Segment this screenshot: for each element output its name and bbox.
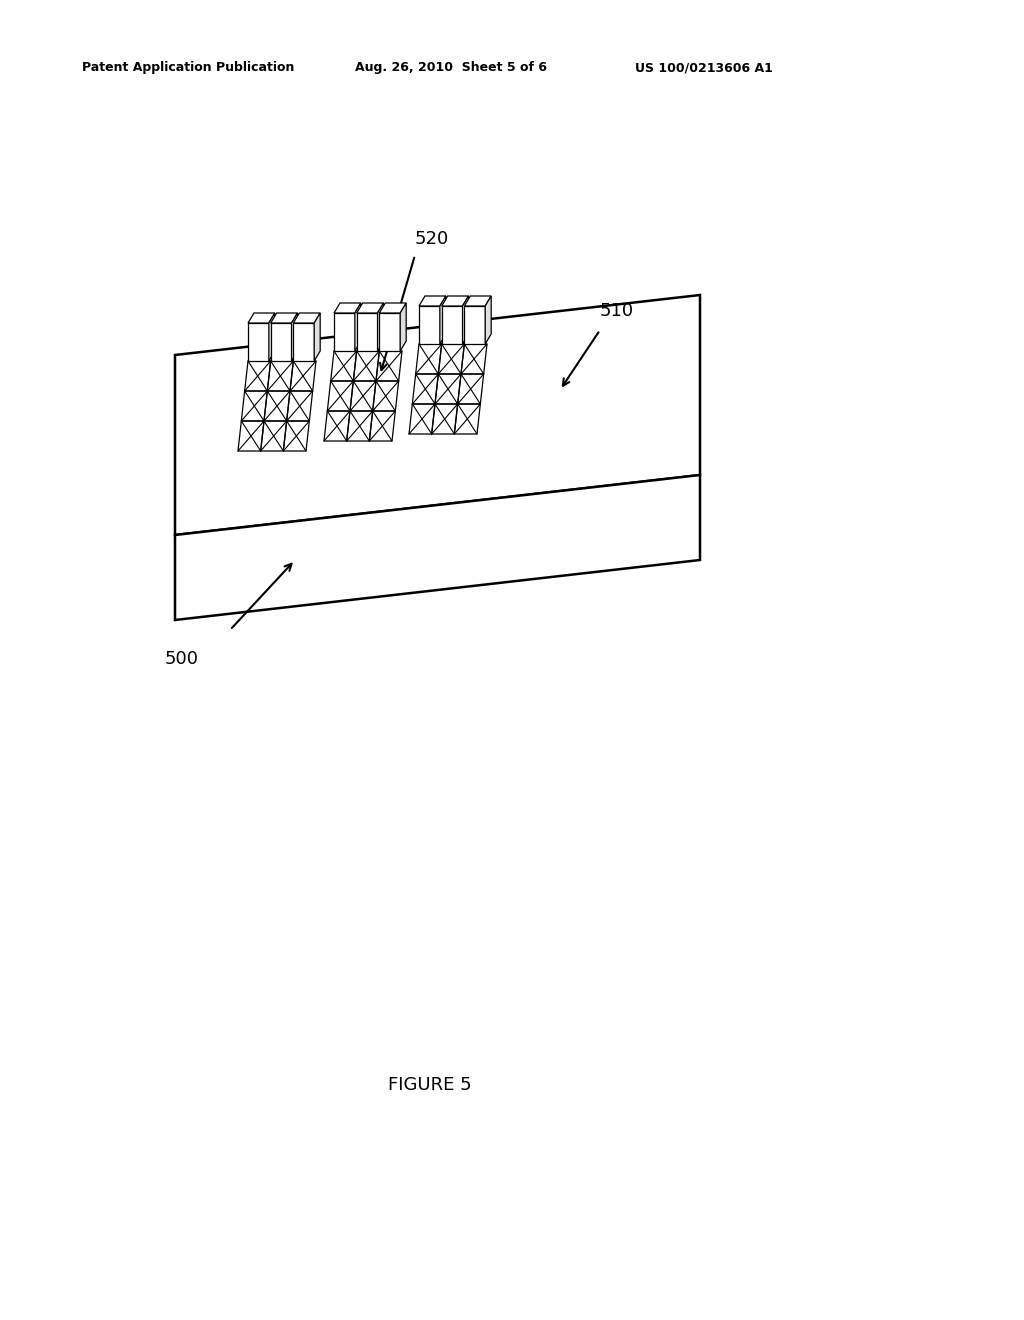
Polygon shape xyxy=(464,306,485,345)
Text: Aug. 26, 2010  Sheet 5 of 6: Aug. 26, 2010 Sheet 5 of 6 xyxy=(355,62,547,74)
Polygon shape xyxy=(293,313,321,323)
Polygon shape xyxy=(175,475,700,620)
Polygon shape xyxy=(292,313,298,360)
Polygon shape xyxy=(419,306,440,345)
Polygon shape xyxy=(293,323,314,360)
Text: 520: 520 xyxy=(415,230,450,248)
Polygon shape xyxy=(463,296,469,345)
Polygon shape xyxy=(248,323,269,360)
Polygon shape xyxy=(270,313,298,323)
Polygon shape xyxy=(441,306,463,345)
Polygon shape xyxy=(269,313,274,360)
Polygon shape xyxy=(334,304,360,313)
Polygon shape xyxy=(419,296,445,306)
Text: 500: 500 xyxy=(165,649,199,668)
Polygon shape xyxy=(485,296,492,345)
Text: Patent Application Publication: Patent Application Publication xyxy=(82,62,294,74)
Polygon shape xyxy=(400,304,407,351)
Polygon shape xyxy=(175,294,700,535)
Text: US 100/0213606 A1: US 100/0213606 A1 xyxy=(635,62,773,74)
Polygon shape xyxy=(464,296,492,306)
Polygon shape xyxy=(248,313,274,323)
Polygon shape xyxy=(355,304,360,351)
Text: 510: 510 xyxy=(600,302,634,319)
Polygon shape xyxy=(379,313,400,351)
Polygon shape xyxy=(356,313,378,351)
Polygon shape xyxy=(334,313,355,351)
Polygon shape xyxy=(270,323,292,360)
Polygon shape xyxy=(379,304,407,313)
Polygon shape xyxy=(378,304,384,351)
Polygon shape xyxy=(314,313,321,360)
Polygon shape xyxy=(441,296,469,306)
Polygon shape xyxy=(440,296,445,345)
Text: FIGURE 5: FIGURE 5 xyxy=(388,1076,472,1094)
Polygon shape xyxy=(356,304,384,313)
